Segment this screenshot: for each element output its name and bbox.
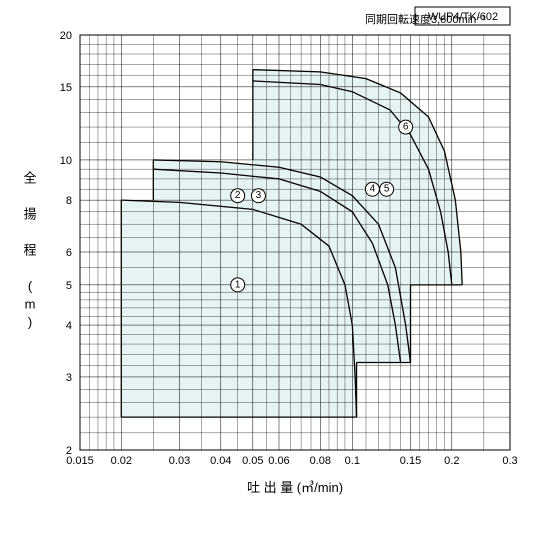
- y-axis-label: 程: [23, 243, 36, 258]
- y-axis-label: 全: [23, 171, 36, 186]
- y-tick-label: 2: [66, 445, 72, 457]
- y-tick-label: 4: [66, 320, 72, 332]
- x-tick-label: 0.05: [242, 455, 263, 467]
- y-axis-label: (: [28, 279, 33, 294]
- marker-label-5: 5: [384, 184, 390, 195]
- x-tick-label: 0.3: [502, 455, 517, 467]
- region-right: [253, 70, 462, 363]
- y-axis-label: ): [28, 315, 32, 330]
- x-tick-label: 0.15: [400, 455, 421, 467]
- y-tick-label: 20: [60, 30, 72, 42]
- x-tick-label: 0.08: [310, 455, 331, 467]
- x-axis-label: 吐 出 量 (㎥/min): [247, 480, 343, 495]
- y-tick-label: 10: [60, 155, 72, 167]
- x-tick-label: 0.02: [111, 455, 132, 467]
- marker-label-3: 3: [256, 190, 262, 201]
- y-tick-label: 15: [60, 82, 72, 94]
- model-label: WUP4/TK/602: [428, 11, 498, 23]
- x-tick-label: 0.2: [444, 455, 459, 467]
- marker-label-1: 1: [235, 279, 241, 290]
- pump-chart: 0.020.030.040.050.060.080.10.150.20.30.0…: [0, 0, 550, 550]
- y-tick-label: 5: [66, 280, 72, 292]
- x-tick-label: 0.04: [210, 455, 231, 467]
- y-tick-label: 8: [66, 195, 72, 207]
- marker-label-2: 2: [235, 190, 241, 201]
- marker-label-4: 4: [370, 184, 376, 195]
- x-tick-label: 0.06: [268, 455, 289, 467]
- x-tick-label: 0.03: [169, 455, 190, 467]
- x-tick-label: 0.1: [345, 455, 360, 467]
- marker-label-6: 6: [403, 122, 409, 133]
- y-tick-label: 3: [66, 372, 72, 384]
- y-axis-label: m: [25, 297, 36, 312]
- y-axis-label: 揚: [23, 207, 36, 222]
- y-tick-label: 6: [66, 247, 72, 259]
